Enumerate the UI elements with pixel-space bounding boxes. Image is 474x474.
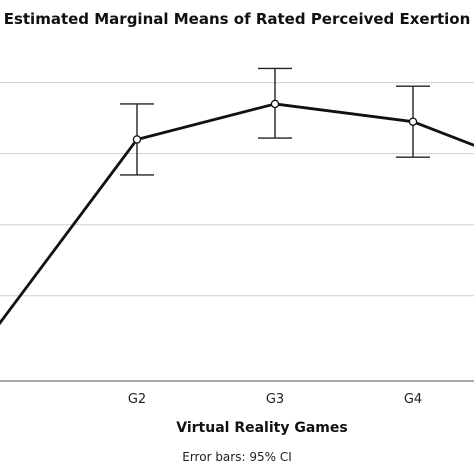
x-tick-label-g4: G4 xyxy=(404,392,422,407)
series-line xyxy=(0,102,474,326)
series-polyline xyxy=(0,102,474,326)
error-bars xyxy=(120,67,430,176)
chart-title: Estimated Marginal Means of Rated Percei… xyxy=(4,10,471,28)
data-point-g3 xyxy=(270,99,280,109)
error-bars-note: Error bars: 95% CI xyxy=(182,450,291,464)
x-tick-label-g2: G2 xyxy=(128,392,146,407)
data-points xyxy=(132,99,418,144)
x-tick-labels: G2 G3 G4 xyxy=(128,392,422,407)
data-point-g2 xyxy=(132,135,142,144)
grid-lines xyxy=(0,82,474,297)
data-point-g4 xyxy=(408,117,418,126)
x-tick-label-g3: G3 xyxy=(266,392,284,407)
x-axis-label: Virtual Reality Games xyxy=(176,420,347,436)
